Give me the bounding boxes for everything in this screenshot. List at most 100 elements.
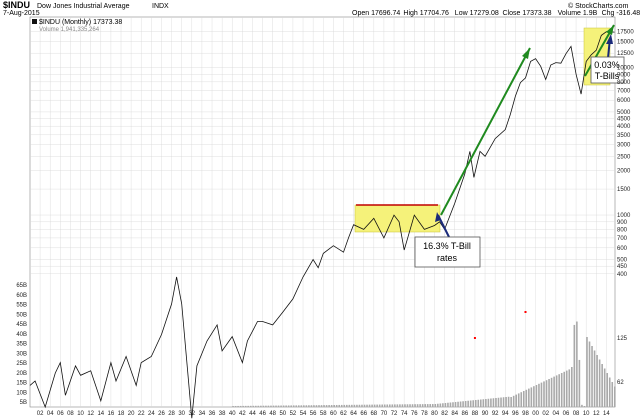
volume-bar — [576, 321, 578, 407]
volume-bar — [368, 404, 371, 407]
trend-arrow-head-2 — [606, 25, 614, 35]
callout-arrow-head-1 — [435, 212, 441, 222]
volume-bar — [530, 387, 533, 407]
y-tick-label: 17500 — [617, 30, 634, 36]
y-tick-label: 10000 — [617, 66, 634, 72]
ohlc-stats: Open 17696.74 High 17704.76 Low 17279.08 Cl… — [352, 10, 640, 17]
x-tick-label: 12 — [87, 411, 94, 417]
y-tick-label: 9000 — [617, 72, 631, 78]
volume-bar — [505, 397, 507, 407]
volume-bar — [472, 400, 475, 407]
y-tick-label: 4500 — [617, 117, 631, 123]
volume-bar — [406, 404, 409, 407]
volume-bar — [603, 368, 606, 407]
x-tick-label: 90 — [482, 411, 489, 417]
x-tick-label: 98 — [522, 411, 529, 417]
volume-bar — [325, 405, 328, 407]
y-tick-label: 700 — [617, 236, 628, 242]
volume-tick-label: 65B — [16, 283, 27, 289]
y-tick-label: 450 — [617, 264, 628, 270]
x-tick-label: 08 — [573, 411, 580, 417]
stat-low: Low 17279.08 — [455, 10, 499, 17]
x-tick-label: 44 — [249, 411, 256, 417]
volume-bar — [255, 405, 257, 407]
volume-bar — [613, 386, 616, 407]
x-tick-label: 18 — [118, 411, 125, 417]
volume-bar — [371, 404, 373, 407]
x-tick-label: 24 — [148, 411, 155, 417]
volume-tick-label: 25B — [16, 361, 27, 367]
volume-bar — [424, 404, 426, 407]
volume-bar — [434, 404, 437, 407]
y-tick-label: 6000 — [617, 98, 631, 104]
volume-bar — [573, 324, 576, 407]
volume-bar — [437, 403, 439, 407]
x-tick-label: 56 — [310, 411, 317, 417]
volume-bar — [548, 379, 550, 407]
plot-area — [29, 16, 616, 408]
x-tick-label: 92 — [492, 411, 499, 417]
stat-chg: Chg -316.48 (-1.79%) — [602, 10, 640, 17]
callout-low-rates-line2: T-Bills — [595, 71, 620, 81]
trend-arrow-1982-2000 — [440, 47, 531, 216]
x-tick-label: 70 — [381, 411, 388, 417]
volume-tick-label: 5B — [20, 400, 27, 406]
volume-bar — [252, 405, 255, 407]
trend-arrow-head-1 — [522, 48, 530, 59]
volume-bar — [502, 397, 505, 407]
x-tick-label: 86 — [461, 411, 468, 417]
volume-bar — [328, 405, 330, 407]
stat-volume: Volume 1.9B — [558, 10, 598, 17]
x-tick-label: 88 — [472, 411, 479, 417]
volume-bar — [292, 405, 295, 407]
volume-bar — [487, 398, 490, 407]
x-tick-label: 52 — [290, 411, 297, 417]
x-tick-label: 76 — [411, 411, 418, 417]
volume-bar — [598, 359, 601, 407]
volume-tick-label: 55B — [16, 303, 27, 309]
volume-tick-label: 30B — [16, 351, 27, 357]
volume-bar — [447, 402, 449, 407]
volume-bar — [533, 386, 535, 407]
price-series-line — [29, 31, 615, 419]
y-tick-label: 12500 — [617, 51, 634, 57]
volume-bar — [383, 404, 386, 407]
volume-bar — [565, 370, 568, 407]
volume-bar — [394, 404, 396, 407]
volume-bar — [237, 405, 239, 407]
y-tick-label: 8000 — [617, 80, 631, 86]
volume-bar — [421, 404, 424, 407]
volume-bar — [431, 404, 434, 407]
callout-arrow-head-2 — [606, 34, 613, 44]
x-tick-label: 14 — [603, 411, 610, 417]
volume-bar — [419, 404, 421, 407]
volume-bar — [358, 404, 361, 407]
volume-spike-markers — [473, 311, 527, 339]
volume-bar — [586, 337, 588, 407]
x-tick-label: 82 — [441, 411, 448, 417]
volume-bar — [444, 403, 447, 407]
volume-bar — [606, 373, 609, 407]
volume-bar — [568, 369, 571, 407]
y-tick-label: 800 — [617, 227, 628, 233]
callout-low-rates-line1: 0.03% — [594, 60, 620, 70]
volume-bar — [507, 396, 510, 407]
y-tick-label: 2500 — [617, 154, 631, 160]
x-tick-label: 08 — [67, 411, 74, 417]
volume-bar — [457, 401, 459, 407]
legend-swatch — [32, 19, 37, 24]
volume-bar — [578, 359, 581, 407]
volume-bar — [517, 393, 520, 407]
volume-bar — [396, 404, 399, 407]
volume-bar — [601, 364, 603, 407]
volume-bar — [414, 404, 416, 407]
volume-bar — [300, 405, 303, 407]
chart-date: 7-Aug-2015 — [3, 10, 40, 17]
volume-bar — [338, 404, 341, 407]
x-tick-label: 16 — [108, 411, 115, 417]
volume-bar — [401, 404, 404, 407]
volume-bar — [538, 383, 540, 407]
volume-tick-label: 15B — [16, 381, 27, 387]
x-tick-label: 36 — [209, 411, 216, 417]
